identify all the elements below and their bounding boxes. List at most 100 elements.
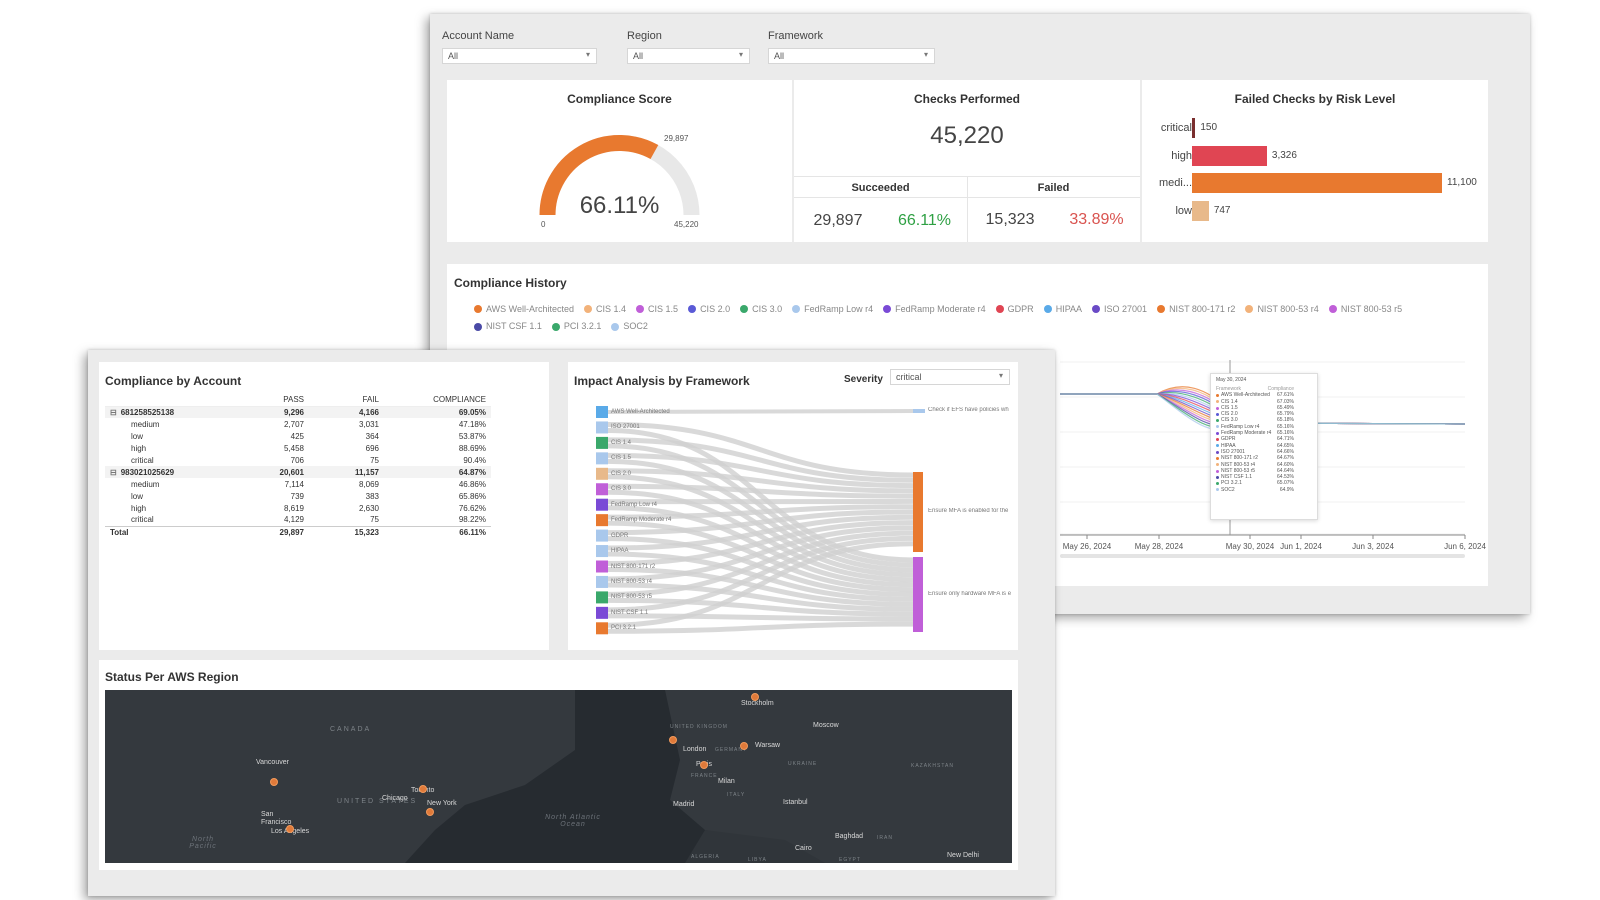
compliance-gauge [539, 135, 700, 216]
sankey-link[interactable] [607, 535, 914, 613]
framework-select[interactable]: All ▾ [768, 48, 935, 64]
sankey-link[interactable] [607, 458, 914, 573]
legend-item[interactable]: HIPAA [1043, 301, 1082, 318]
sankey-source-node[interactable] [596, 622, 608, 635]
sankey-link[interactable] [607, 505, 914, 588]
risk-bar[interactable] [1192, 173, 1442, 193]
sankey-link[interactable] [607, 443, 914, 568]
severity-cell: low [131, 491, 144, 501]
tooltip-date: May 30, 2024 [1216, 377, 1247, 383]
sankey-link[interactable] [607, 621, 914, 634]
legend-dot-icon [1216, 444, 1219, 448]
sankey-source-node[interactable] [596, 529, 608, 542]
legend-item[interactable]: PCI 3.2.1 [551, 318, 601, 335]
legend-item[interactable]: ISO 27001 [1092, 301, 1147, 318]
legend-item[interactable]: SOC2 [611, 318, 648, 335]
severity-select[interactable]: critical ▾ [890, 369, 1010, 385]
sankey-link[interactable] [607, 613, 914, 622]
legend-item[interactable]: GDPR [995, 301, 1034, 318]
legend-item[interactable]: AWS Well-Architected [474, 301, 574, 318]
chevron-down-icon: ▾ [738, 50, 743, 59]
legend-item[interactable]: NIST 800-53 r4 [1245, 301, 1319, 318]
sankey-source-node[interactable] [596, 483, 608, 496]
sankey-source-node[interactable] [596, 498, 608, 511]
risk-bar[interactable] [1192, 145, 1267, 166]
chart-scrollbar[interactable] [1060, 554, 1465, 558]
select-value: critical [896, 372, 922, 382]
table-row[interactable]: ⊟ 983021025629 20,601 11,157 64.87% [105, 466, 491, 478]
legend-item[interactable]: FedRamp Moderate r4 [883, 301, 986, 318]
legend-item[interactable]: CIS 1.4 [584, 301, 626, 318]
sankey-link[interactable] [607, 437, 914, 483]
compliance-cell: 64.87% [384, 466, 491, 478]
sankey-source-node[interactable] [596, 452, 608, 465]
sankey-source-node[interactable] [596, 514, 608, 527]
sankey-link[interactable] [607, 514, 914, 551]
risk-bar[interactable] [1192, 118, 1196, 138]
legend-item[interactable]: FedRamp Low r4 [792, 301, 873, 318]
sankey-source-node[interactable] [596, 436, 608, 449]
sankey-link[interactable] [607, 509, 914, 536]
region-map[interactable]: CANADA UNITED STATES UNITED KINGDOM FRAN… [105, 690, 1012, 863]
collapse-icon[interactable]: ⊟ [110, 467, 117, 477]
sankey-source-node[interactable] [596, 560, 608, 573]
collapse-icon[interactable]: ⊟ [110, 407, 117, 417]
region-marker[interactable] [740, 742, 748, 750]
legend-dot-icon [551, 322, 560, 331]
legend-item[interactable]: NIST CSF 1.1 [474, 318, 542, 335]
sankey-source-node[interactable] [596, 421, 608, 434]
country-label: IRAN [877, 835, 893, 841]
sankey-target-node[interactable] [913, 409, 925, 413]
legend-item[interactable]: CIS 2.0 [688, 301, 730, 318]
sankey-source-node[interactable] [596, 591, 608, 604]
legend-item[interactable]: CIS 1.5 [636, 301, 678, 318]
sankey-link[interactable] [607, 452, 914, 489]
region-marker[interactable] [419, 785, 427, 793]
sankey-source-node[interactable] [596, 606, 608, 619]
sankey-link[interactable] [607, 520, 914, 593]
region-marker[interactable] [426, 808, 434, 816]
sankey-target-node[interactable] [913, 557, 923, 632]
sankey-link[interactable] [607, 468, 914, 494]
table-row[interactable]: ⊟ 681258525138 9,296 4,166 69.05% [105, 406, 491, 418]
sankey-link[interactable] [607, 421, 914, 478]
total-label: Total [105, 525, 219, 538]
fail-cell: 364 [365, 431, 379, 441]
region-marker[interactable] [286, 825, 294, 833]
sankey-source-node[interactable] [596, 406, 608, 418]
region-marker[interactable] [751, 693, 759, 701]
sankey-link[interactable] [607, 525, 914, 582]
pass-cell: 2,707 [283, 419, 304, 429]
sankey-link[interactable] [607, 597, 914, 617]
region-marker[interactable] [669, 736, 677, 744]
sankey-source-node[interactable] [596, 545, 608, 558]
sankey-source-node[interactable] [596, 467, 608, 480]
risk-bar[interactable] [1192, 200, 1209, 221]
card-title: Status Per AWS Region [105, 670, 239, 684]
card-title: Compliance by Account [105, 374, 242, 388]
sankey-link[interactable] [607, 504, 914, 520]
legend-item[interactable]: NIST 800-171 r2 [1157, 301, 1235, 318]
sankey-target-node[interactable] [913, 472, 923, 552]
legend-item[interactable]: CIS 3.0 [740, 301, 782, 318]
sankey-link[interactable] [607, 427, 914, 563]
region-marker[interactable] [270, 778, 278, 786]
sankey-link[interactable] [607, 530, 914, 597]
sankey-link[interactable] [607, 541, 914, 628]
sankey-link[interactable] [607, 483, 914, 499]
legend-item[interactable]: NIST 800-53 r5 [1328, 301, 1402, 318]
failed-checks-risk-card: Failed Checks by Risk Level critical 150 h… [1142, 80, 1488, 242]
sankey-link[interactable] [607, 409, 914, 414]
sankey-link[interactable] [607, 489, 914, 583]
sankey-source-node[interactable] [596, 575, 608, 588]
region-select[interactable]: All ▾ [627, 48, 750, 64]
region-marker[interactable] [700, 761, 708, 769]
account-name-select[interactable]: All ▾ [442, 48, 597, 64]
sankey-link[interactable] [607, 536, 914, 597]
sankey-link[interactable] [607, 582, 914, 612]
chevron-down-icon: ▾ [585, 50, 590, 59]
tooltip-row: NIST 800-53 r4 64.60% [1216, 462, 1312, 468]
table-header: PASS FAIL COMPLIANCE [105, 394, 491, 407]
sankey-link[interactable] [607, 474, 914, 578]
sankey-link[interactable] [607, 520, 914, 566]
